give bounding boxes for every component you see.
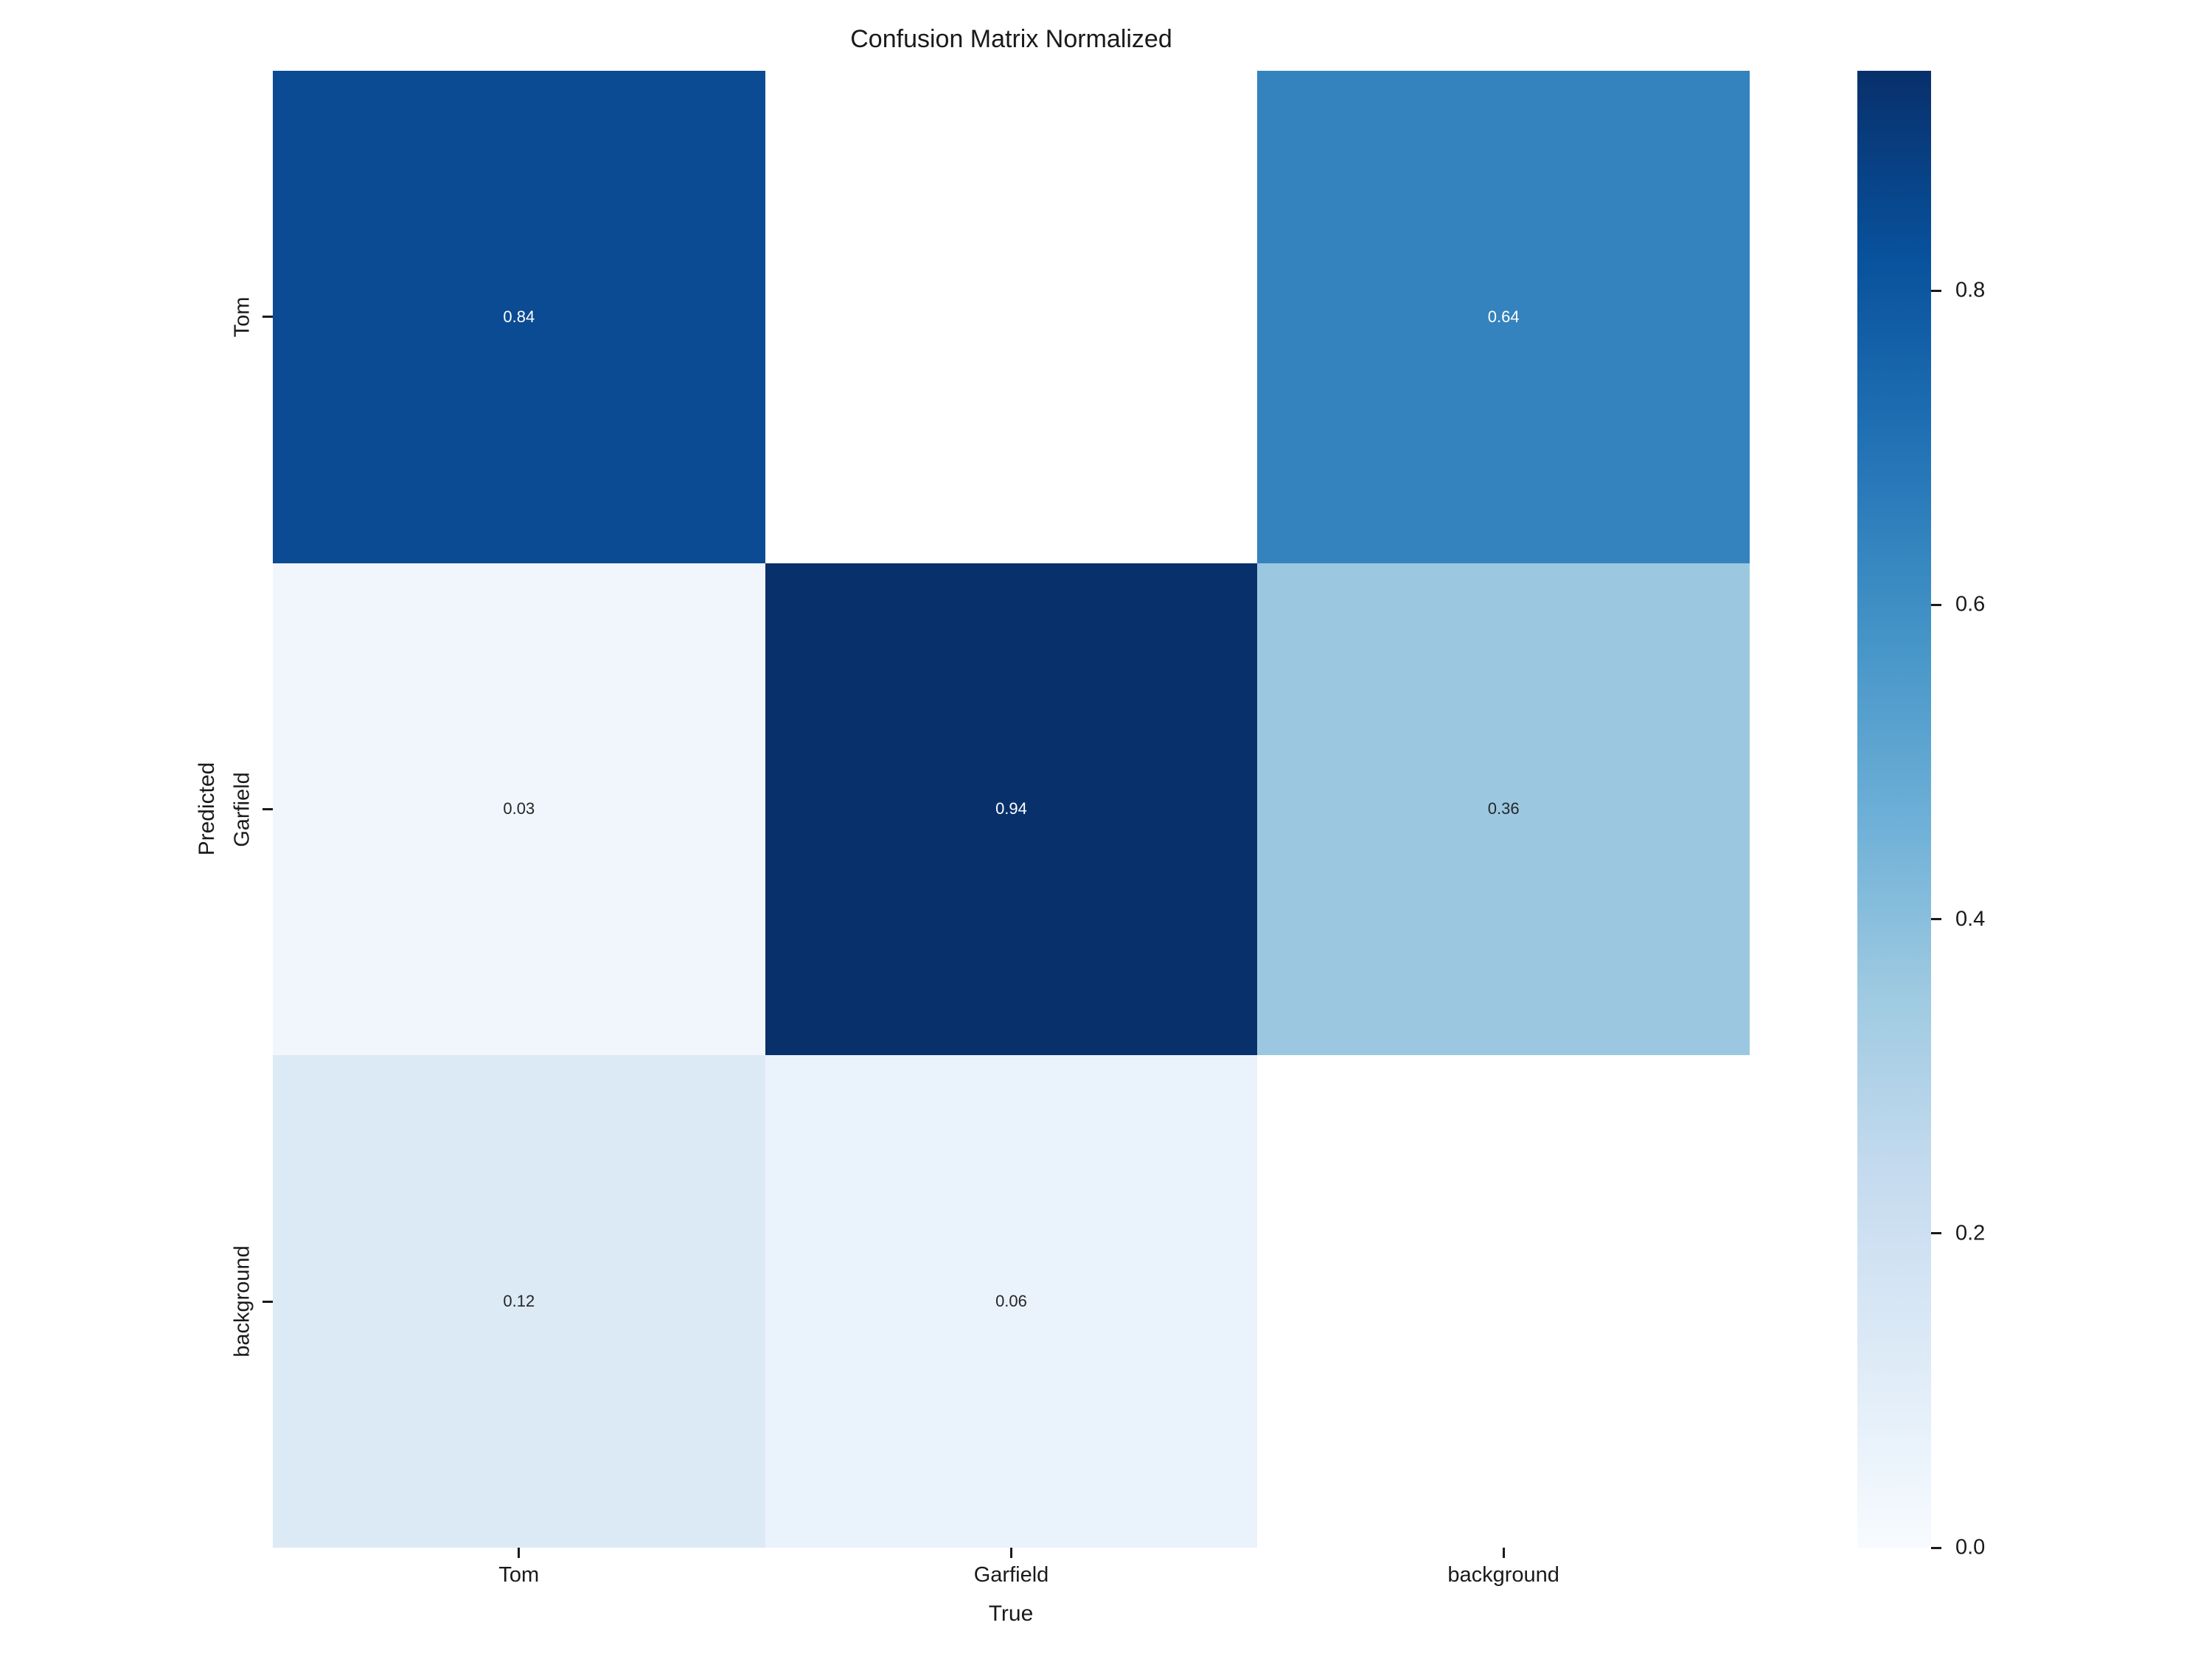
cell-annotation: 0.84 (503, 307, 535, 326)
y-tick-label: Tom (230, 296, 254, 338)
colorbar (1857, 71, 1931, 1548)
colorbar-tick-mark (1931, 1232, 1941, 1235)
heatmap-cell: 0.94 (765, 563, 1258, 1056)
y-tick-mark (262, 1300, 273, 1303)
cell-annotation: 0.64 (1487, 307, 1520, 326)
x-tick-mark (1502, 1548, 1505, 1558)
heatmap-grid: 0.84 0.64 0.03 0.94 0.36 0.12 0.06 (273, 71, 1750, 1548)
heatmap-cell: 0.12 (273, 1055, 765, 1548)
heatmap-cell: 0.36 (1257, 563, 1750, 1056)
x-tick-mark (518, 1548, 521, 1558)
colorbar-tick-label: 0.0 (1955, 1535, 1986, 1559)
x-tick-mark (1010, 1548, 1012, 1558)
heatmap-cell (765, 71, 1258, 563)
colorbar-tick-mark (1931, 918, 1941, 921)
y-tick-label: Garfield (230, 771, 254, 847)
y-tick-label: background (230, 1245, 254, 1357)
cell-annotation: 0.12 (503, 1292, 535, 1311)
heatmap-cell (1257, 1055, 1750, 1548)
heatmap-cell: 0.84 (273, 71, 765, 563)
colorbar-tick-label: 0.4 (1955, 907, 1986, 931)
cell-annotation: 0.03 (503, 799, 535, 818)
cell-annotation: 0.36 (1487, 799, 1520, 818)
colorbar-tick-mark (1931, 289, 1941, 292)
heatmap-cell: 0.03 (273, 563, 765, 1056)
y-tick-mark (262, 808, 273, 810)
colorbar-tick-label: 0.6 (1955, 592, 1986, 616)
chart-title: Confusion Matrix Normalized (850, 25, 1172, 53)
colorbar-tick-label: 0.8 (1955, 278, 1986, 302)
cell-annotation: 0.94 (995, 799, 1027, 818)
y-tick-mark (262, 316, 273, 319)
x-tick-label: background (1447, 1563, 1559, 1587)
y-axis-label: Predicted (195, 762, 219, 856)
x-tick-label: Tom (498, 1563, 540, 1587)
x-axis-label: True (988, 1601, 1034, 1626)
colorbar-tick-mark (1931, 1546, 1941, 1549)
heatmap-cell: 0.06 (765, 1055, 1258, 1548)
heatmap-cell: 0.64 (1257, 71, 1750, 563)
colorbar-tick-mark (1931, 603, 1941, 606)
cell-annotation: 0.06 (995, 1292, 1027, 1311)
colorbar-tick-label: 0.2 (1955, 1221, 1986, 1245)
x-tick-label: Garfield (973, 1563, 1049, 1587)
